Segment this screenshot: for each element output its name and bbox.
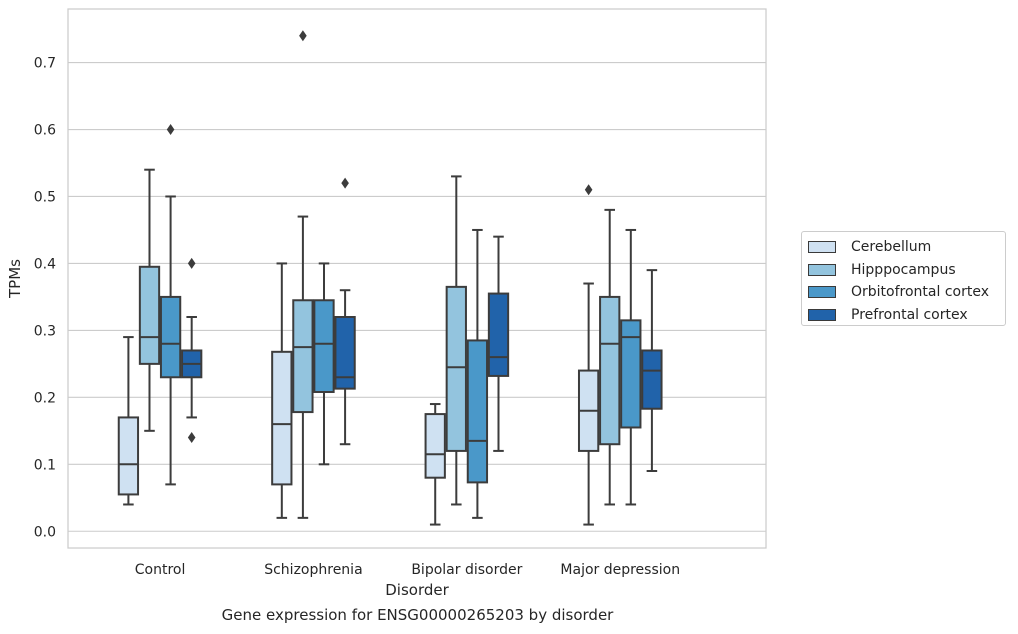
box-prefrontal-cortex [334, 177, 356, 446]
y-tick-label: 0.4 [34, 256, 56, 272]
legend-label: Orbitofrontal cortex [851, 284, 989, 301]
box-iqr [445, 285, 467, 452]
legend-item: Orbitofrontal cortex [808, 281, 1005, 304]
x-tick-label: Bipolar disorder [411, 562, 522, 578]
x-tick-label: Schizophrenia [264, 562, 362, 578]
box-iqr [138, 265, 161, 365]
y-tick-label: 0.7 [34, 56, 56, 72]
box-hipppocampus [292, 30, 314, 519]
box-hipppocampus [138, 168, 161, 432]
box-iqr [271, 350, 293, 486]
legend-swatch [808, 308, 836, 321]
box-hipppocampus [445, 175, 467, 506]
box-iqr [159, 295, 182, 379]
box-cerebellum [271, 262, 293, 519]
box-iqr [117, 416, 140, 496]
legend-label: Prefrontal cortex [851, 306, 968, 323]
legend-item: Hipppocampus [808, 259, 1005, 282]
legend: Cerebellum Hipppocampus Orbitofrontal cort… [801, 231, 1006, 326]
box-iqr [599, 295, 621, 446]
box-iqr [313, 299, 335, 393]
legend-swatch [808, 286, 836, 299]
x-tick-label: Control [135, 562, 186, 578]
x-axis-label: Disorder [385, 581, 449, 599]
outlier-marker [299, 30, 307, 42]
box-iqr [487, 292, 510, 377]
box-cerebellum [117, 336, 140, 506]
box-hipppocampus [599, 208, 621, 506]
box-iqr [620, 319, 642, 429]
x-tick-label: Major depression [560, 562, 680, 578]
y-tick-label: 0.5 [34, 189, 56, 205]
box-iqr [466, 339, 489, 484]
box-cerebellum [424, 403, 446, 526]
plot-area-frame [67, 8, 767, 549]
y-axis-label: TPMs [6, 259, 24, 299]
legend-item: Cerebellum [808, 236, 1005, 259]
y-tick-label: 0.6 [34, 123, 56, 139]
box-prefrontal-cortex [641, 269, 663, 472]
outlier-marker [341, 177, 349, 189]
legend-swatch [808, 241, 836, 254]
box-prefrontal-cortex [181, 257, 203, 444]
chart-title: Gene expression for ENSG00000265203 by d… [221, 606, 614, 624]
box-prefrontal-cortex [487, 235, 510, 452]
outlier-marker [187, 432, 196, 444]
y-tick-label: 0.1 [34, 457, 56, 473]
legend-label: Cerebellum [851, 239, 932, 256]
box-cerebellum [577, 184, 600, 526]
outlier-marker [166, 124, 175, 136]
box-iqr [334, 316, 356, 390]
box-iqr [641, 349, 663, 410]
y-tick-label: 0.2 [34, 390, 56, 406]
legend-swatch [808, 263, 836, 276]
outlier-marker [584, 184, 593, 196]
box-orbitofrontal-cortex [620, 228, 642, 506]
outlier-marker [187, 257, 196, 269]
box-orbitofrontal-cortex [159, 124, 182, 486]
y-tick-label: 0.0 [34, 524, 56, 540]
box-orbitofrontal-cortex [466, 228, 489, 519]
legend-item: Prefrontal cortex [808, 304, 1005, 327]
legend-label: Hipppocampus [851, 261, 956, 278]
box-iqr [292, 299, 314, 414]
box-iqr [424, 413, 446, 479]
y-tick-label: 0.3 [34, 323, 56, 339]
box-orbitofrontal-cortex [313, 262, 335, 466]
